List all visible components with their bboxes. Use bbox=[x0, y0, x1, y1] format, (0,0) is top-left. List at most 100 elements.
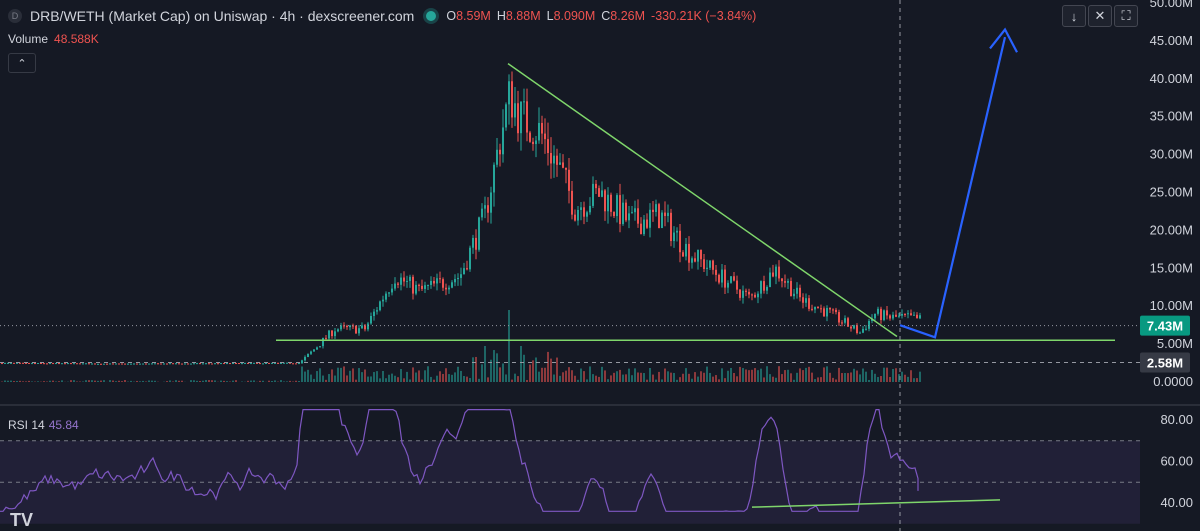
collapse-legend-button[interactable]: ⌃ bbox=[8, 53, 36, 73]
volume-bar bbox=[856, 370, 858, 382]
volume-bar bbox=[859, 374, 861, 382]
volume-bar bbox=[523, 354, 525, 382]
volume-bar bbox=[682, 373, 684, 382]
candle-body bbox=[523, 101, 525, 103]
candle-body bbox=[694, 258, 696, 262]
volume-bar bbox=[385, 378, 387, 382]
candle-body bbox=[235, 363, 237, 365]
volume-bar bbox=[364, 369, 366, 382]
volume-bar bbox=[328, 374, 330, 382]
candle-body bbox=[40, 362, 42, 364]
candle-body bbox=[463, 268, 465, 275]
volume-bar bbox=[472, 357, 474, 382]
high-value: 8.88M bbox=[505, 9, 541, 23]
candle-body bbox=[859, 332, 861, 334]
candle-body bbox=[64, 363, 66, 365]
candle-body bbox=[133, 363, 135, 365]
volume-bar bbox=[694, 372, 696, 382]
volume-bar bbox=[556, 357, 558, 382]
volume-bar bbox=[487, 377, 489, 382]
candle-body bbox=[685, 243, 687, 257]
candle-body bbox=[715, 269, 717, 275]
volume-bar bbox=[844, 373, 846, 382]
candle-body bbox=[382, 299, 384, 302]
volume-bar bbox=[739, 366, 741, 382]
candle-body bbox=[268, 362, 270, 364]
volume-bar bbox=[685, 368, 687, 382]
candle-body bbox=[316, 347, 318, 350]
candle-body bbox=[388, 292, 390, 294]
candle-body bbox=[544, 133, 546, 140]
volume-bar bbox=[334, 375, 336, 382]
candle-body bbox=[607, 194, 609, 212]
candle-body bbox=[586, 212, 588, 217]
volume-bar bbox=[529, 364, 531, 382]
volume-bar bbox=[811, 372, 813, 382]
candle-body bbox=[829, 307, 831, 310]
volume-bar bbox=[100, 380, 102, 382]
volume-bar bbox=[481, 364, 483, 382]
volume-bar bbox=[631, 375, 633, 382]
volume-bar bbox=[43, 381, 45, 382]
candle-body bbox=[4, 362, 6, 364]
price-axis-tick: 10.00M bbox=[1150, 298, 1193, 313]
price-axis-tick: 15.00M bbox=[1150, 260, 1193, 275]
candle-body bbox=[802, 297, 804, 303]
candle-body bbox=[655, 204, 657, 212]
volume-bar bbox=[919, 371, 921, 382]
volume-bar bbox=[397, 377, 399, 382]
candle-body bbox=[157, 363, 159, 365]
volume-bar bbox=[901, 371, 903, 382]
scroll-down-button[interactable]: ↓ bbox=[1062, 5, 1086, 27]
candle-body bbox=[640, 223, 642, 235]
fullscreen-button[interactable]: ⛶ bbox=[1114, 5, 1138, 27]
candle-body bbox=[154, 363, 156, 365]
candle-body bbox=[118, 363, 120, 365]
volume-bar bbox=[178, 380, 180, 382]
volume-bar bbox=[205, 380, 207, 382]
collapse-pane-button[interactable]: ✕ bbox=[1088, 5, 1112, 27]
volume-bar bbox=[598, 376, 600, 382]
candle-body bbox=[574, 214, 576, 221]
volume-bar bbox=[7, 380, 9, 382]
volume-bar bbox=[838, 367, 840, 382]
candle-body bbox=[85, 363, 87, 365]
candle-body bbox=[373, 311, 375, 316]
candle-body bbox=[307, 353, 309, 358]
rsi-label: RSI 14 bbox=[8, 418, 45, 432]
volume-bar bbox=[763, 377, 765, 382]
candle-body bbox=[496, 149, 498, 165]
volume-bar bbox=[94, 380, 96, 382]
candle-body bbox=[7, 362, 9, 364]
candle-body bbox=[799, 287, 801, 298]
candle-body bbox=[355, 325, 357, 334]
volume-bar bbox=[211, 380, 213, 382]
volume-bar bbox=[271, 380, 273, 382]
candle-body bbox=[472, 237, 474, 248]
volume-bar bbox=[601, 366, 603, 382]
volume-bar bbox=[130, 380, 132, 382]
volume-bar bbox=[808, 366, 810, 382]
symbol-logo-icon: D bbox=[8, 9, 22, 23]
volume-bar bbox=[583, 371, 585, 382]
fullscreen-icon: ⛶ bbox=[1121, 8, 1131, 23]
volume-bar bbox=[913, 378, 915, 382]
volume-bar bbox=[181, 380, 183, 382]
tradingview-logo: TV bbox=[10, 510, 34, 530]
candle-body bbox=[457, 277, 459, 280]
volume-bar bbox=[586, 379, 588, 382]
volume-bar bbox=[718, 379, 720, 382]
candle-body bbox=[166, 363, 168, 365]
volume-bar bbox=[616, 371, 618, 382]
candle-body bbox=[475, 237, 477, 250]
volume-bar bbox=[73, 380, 75, 382]
volume-bar bbox=[319, 368, 321, 382]
volume-bar bbox=[907, 376, 909, 382]
volume-bar bbox=[469, 378, 471, 382]
volume-bar bbox=[622, 374, 624, 382]
volume-bar bbox=[889, 377, 891, 382]
rsi-value: 45.84 bbox=[48, 418, 79, 432]
candle-body bbox=[652, 209, 654, 212]
candle-body bbox=[538, 122, 540, 141]
